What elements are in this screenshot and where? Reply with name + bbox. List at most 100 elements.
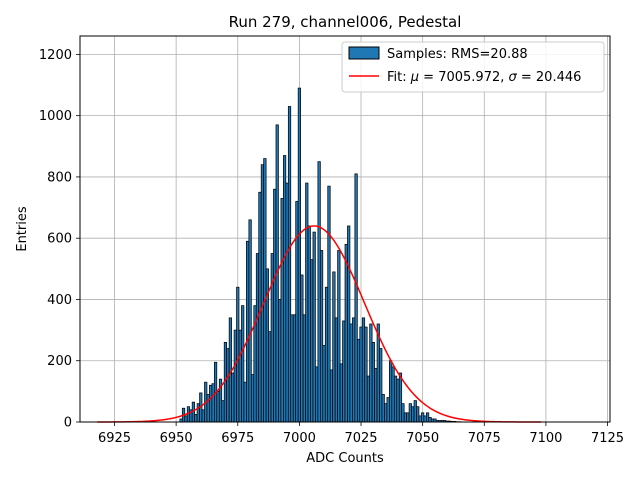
y-tick-label: 600 [47,232,72,247]
histogram-bar [216,391,220,423]
histogram-bar [302,314,306,423]
histogram-bar [411,406,415,423]
legend-samples-swatch [348,46,380,60]
histogram-bar [428,417,432,423]
histogram-bar [423,415,427,423]
x-axis-ticks: 6925 6950 6975 7000 7025 7050 7075 7100 7125 [98,422,624,446]
histogram-bar [352,317,356,423]
y-axis-ticks: 0 200 400 600 800 1000 1200 [39,48,80,431]
histogram-bar [297,87,301,423]
histogram-bar [389,360,393,423]
histogram-bar [315,366,319,423]
histogram-bar [307,225,311,423]
plot-frame [79,35,611,423]
y-tick-label: 200 [47,354,72,369]
histogram-bar [300,274,304,423]
histogram-bar [381,394,385,423]
histogram-bar [319,250,324,423]
histogram-bar [226,348,230,423]
histogram-bar [268,331,272,423]
histogram-bar [376,323,380,423]
histogram-bar [386,397,390,423]
y-tick-label: 800 [47,170,72,185]
histogram-bar [260,164,265,423]
histogram-bar [403,412,407,423]
x-tick-label: 7075 [468,431,501,446]
histogram-bar [310,259,314,423]
histogram-bar [425,412,430,423]
histogram-bar [361,317,366,423]
histogram-bar [416,406,420,423]
histogram-bar [246,240,250,423]
y-axis-label: Entries [15,206,30,252]
histogram-bar [337,250,341,423]
histogram-bar [401,403,405,423]
histogram-bar [236,286,240,423]
histogram-bar [221,400,225,423]
x-tick-label: 7125 [591,431,624,446]
histogram-bar [334,317,338,423]
x-tick-label: 7025 [344,431,377,446]
histogram-bar [280,198,284,423]
histogram-bar [324,286,329,423]
histogram-bar [366,375,371,423]
chart-title: Run 279, channel006, Pedestal [229,13,462,31]
histogram-bar [391,366,395,423]
histogram-bar [233,329,237,423]
histogram-bar [211,383,215,423]
histogram-bar [196,403,200,423]
histogram-bar [290,314,294,423]
histogram-bar [349,323,353,423]
histogram-bar [379,348,383,423]
histogram-bar [339,363,343,423]
x-tick-label: 7050 [406,431,439,446]
histogram-bar [255,253,260,423]
histogram-bar [278,299,282,423]
y-tick-label: 1200 [39,48,72,63]
histogram-bar [201,409,205,423]
x-tick-label: 7100 [529,431,562,446]
histogram-bar [398,372,403,423]
y-tick-label: 1000 [39,109,72,124]
x-axis-label: ADC Counts [306,451,384,466]
histogram-bar [347,225,351,423]
histogram-bar [292,314,297,423]
histogram-bar [305,182,309,423]
histogram-bar [408,403,412,423]
histogram-bar [371,341,375,423]
histogram-bar [413,400,417,423]
y-tick-label: 0 [64,416,72,431]
gaussian-fit-line [97,225,541,423]
histogram-bar [312,231,316,423]
histogram-bar [393,375,398,423]
histogram-bar [322,345,326,423]
histogram-bar [342,320,346,423]
x-tick-label: 6975 [221,431,254,446]
histogram-bar [332,271,336,423]
x-tick-label: 7000 [283,431,316,446]
histogram-bar [231,372,235,423]
histogram-bar [243,381,247,423]
histogram-bar [248,219,252,423]
x-tick-label: 6950 [160,431,193,446]
histogram-bar [421,412,425,423]
histogram-bar [327,185,331,423]
histogram-bar [184,415,188,423]
histogram-bar [418,415,422,423]
histogram-bar [241,305,245,423]
histogram-bar [295,201,299,423]
histogram-bar [374,368,378,423]
histogram-bar [369,323,373,423]
histogram-bar [206,394,210,423]
histogram-bar [359,326,363,423]
histogram-bar [258,191,262,423]
histogram-bar [250,374,255,423]
histogram-bar [396,378,400,423]
histogram-bar [287,106,292,423]
legend-fit-label: Fit: μ = 7005.972, σ = 20.446 [387,70,581,85]
histogram-bar [273,188,277,423]
histogram-bar [356,338,361,423]
histogram-bar [238,329,242,423]
histogram-bar [317,161,321,423]
